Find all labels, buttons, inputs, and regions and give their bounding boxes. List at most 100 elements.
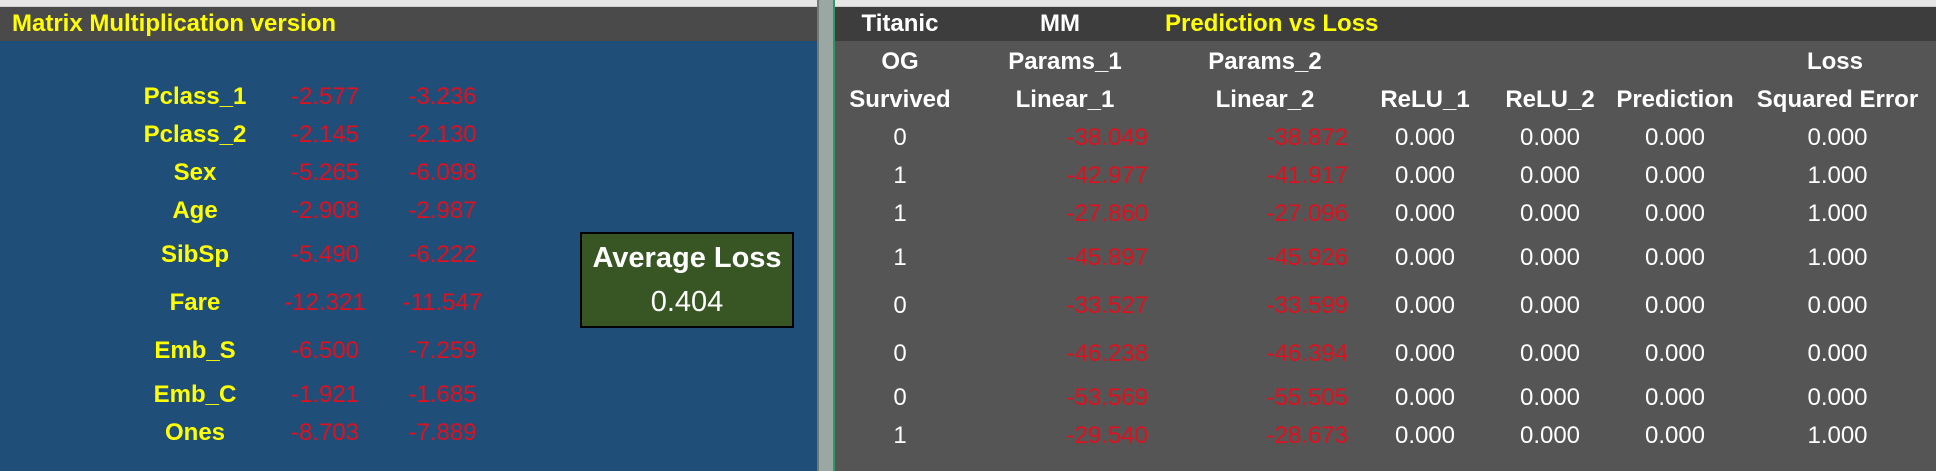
param2-cell[interactable]: -6.098 — [408, 159, 477, 186]
col-header-params2[interactable]: Params_2 — [1208, 48, 1322, 75]
relu2-cell[interactable]: 0.000 — [1519, 292, 1581, 319]
survived-cell[interactable]: 0 — [893, 384, 907, 411]
linear1-cell[interactable]: -38.049 — [1066, 124, 1148, 151]
col-header-params1[interactable]: Params_1 — [1008, 48, 1122, 75]
param1-cell[interactable]: -5.490 — [290, 241, 360, 268]
col-header-linear2[interactable]: Linear_2 — [1215, 86, 1315, 113]
param1-cell[interactable]: -2.577 — [290, 83, 360, 110]
linear2-cell[interactable]: -41.917 — [1266, 162, 1348, 189]
feature-label[interactable]: Pclass_1 — [143, 83, 247, 110]
param2-cell[interactable]: -2.987 — [408, 197, 477, 224]
feature-label[interactable]: Age — [172, 197, 218, 224]
param1-cell[interactable]: -2.145 — [290, 121, 360, 148]
param1-cell[interactable]: -5.265 — [290, 159, 360, 186]
relu1-cell[interactable]: 0.000 — [1394, 384, 1456, 411]
feature-label[interactable]: SibSp — [160, 241, 229, 268]
feature-label[interactable]: Emb_S — [154, 337, 236, 364]
survived-cell[interactable]: 1 — [893, 244, 907, 271]
param1-cell[interactable]: -12.321 — [284, 289, 366, 316]
linear2-cell[interactable]: -55.505 — [1266, 384, 1348, 411]
col-header-prediction[interactable]: Prediction — [1616, 86, 1734, 113]
linear1-cell[interactable]: -33.527 — [1066, 292, 1148, 319]
prediction-cell[interactable]: 0.000 — [1644, 340, 1706, 367]
col-header-relu2[interactable]: ReLU_2 — [1505, 86, 1595, 113]
survived-cell[interactable]: 1 — [893, 162, 907, 189]
loss-cell[interactable]: 0.000 — [1807, 292, 1868, 319]
loss-cell[interactable]: 1.000 — [1807, 244, 1868, 271]
linear2-cell[interactable]: -27.096 — [1266, 200, 1348, 227]
linear2-cell[interactable]: -38.872 — [1266, 124, 1348, 151]
feature-label[interactable]: Pclass_2 — [143, 121, 247, 148]
param2-cell[interactable]: -3.236 — [408, 83, 477, 110]
relu2-cell[interactable]: 0.000 — [1519, 340, 1581, 367]
survived-cell[interactable]: 0 — [893, 124, 907, 151]
param2-cell[interactable]: -2.130 — [408, 121, 477, 148]
linear1-cell[interactable]: -46.238 — [1066, 340, 1148, 367]
relu2-cell[interactable]: 0.000 — [1519, 422, 1581, 449]
param2-cell[interactable]: -11.547 — [402, 289, 483, 316]
loss-cell[interactable]: 0.000 — [1807, 384, 1868, 411]
param2-cell[interactable]: -7.259 — [408, 337, 477, 364]
linear2-cell[interactable]: -46.394 — [1266, 340, 1348, 367]
col-header-og[interactable]: OG — [881, 48, 919, 75]
param1-cell[interactable]: -2.908 — [290, 197, 360, 224]
param1-cell[interactable]: -8.703 — [290, 419, 360, 446]
average-loss-box[interactable]: Average Loss 0.404 — [580, 232, 794, 328]
linear2-cell[interactable]: -33.599 — [1266, 292, 1348, 319]
prediction-cell[interactable]: 0.000 — [1644, 162, 1706, 189]
relu1-cell[interactable]: 0.000 — [1394, 124, 1456, 151]
survived-cell[interactable]: 1 — [893, 422, 907, 449]
prediction-cell[interactable]: 0.000 — [1644, 422, 1706, 449]
pane-split-handle[interactable] — [817, 0, 835, 471]
linear1-cell[interactable]: -27.860 — [1066, 200, 1148, 227]
feature-label[interactable]: Ones — [164, 419, 226, 446]
relu1-cell[interactable]: 0.000 — [1394, 292, 1456, 319]
prediction-cell[interactable]: 0.000 — [1644, 384, 1706, 411]
prediction-cell[interactable]: 0.000 — [1644, 244, 1706, 271]
relu1-cell[interactable]: 0.000 — [1394, 340, 1456, 367]
feature-label[interactable]: Sex — [173, 159, 217, 186]
col-header-survived[interactable]: Survived — [849, 86, 951, 113]
relu2-cell[interactable]: 0.000 — [1519, 124, 1581, 151]
loss-cell[interactable]: 1.000 — [1807, 162, 1868, 189]
linear2-cell[interactable]: -45.926 — [1266, 244, 1348, 271]
relu2-cell[interactable]: 0.000 — [1519, 200, 1581, 227]
loss-cell[interactable]: 0.000 — [1807, 340, 1868, 367]
param2-cell[interactable]: -7.889 — [408, 419, 477, 446]
header-mm[interactable]: MM — [1040, 10, 1080, 37]
col-header-relu1[interactable]: ReLU_1 — [1380, 86, 1470, 113]
relu1-cell[interactable]: 0.000 — [1394, 200, 1456, 227]
linear1-cell[interactable]: -45.897 — [1066, 244, 1148, 271]
feature-label[interactable]: Emb_C — [153, 381, 237, 408]
param2-cell[interactable]: -6.222 — [408, 241, 477, 268]
linear2-cell[interactable]: -28.673 — [1266, 422, 1348, 449]
feature-label[interactable]: Fare — [169, 289, 221, 316]
col-header-linear1[interactable]: Linear_1 — [1015, 86, 1115, 113]
prediction-cell[interactable]: 0.000 — [1644, 124, 1706, 151]
loss-cell[interactable]: 1.000 — [1807, 200, 1868, 227]
average-loss-label: Average Loss — [592, 242, 782, 274]
survived-cell[interactable]: 1 — [893, 200, 907, 227]
header-titanic[interactable]: Titanic — [861, 10, 939, 37]
param1-cell[interactable]: -6.500 — [290, 337, 360, 364]
header-prediction-vs-loss[interactable]: Prediction vs Loss — [1165, 10, 1379, 37]
col-header-loss[interactable]: Loss — [1806, 48, 1863, 75]
relu2-cell[interactable]: 0.000 — [1519, 244, 1581, 271]
relu2-cell[interactable]: 0.000 — [1519, 384, 1581, 411]
relu1-cell[interactable]: 0.000 — [1394, 162, 1456, 189]
relu2-cell[interactable]: 0.000 — [1519, 162, 1581, 189]
loss-cell[interactable]: 1.000 — [1807, 422, 1868, 449]
col-header-squared-error[interactable]: Squared Error — [1756, 86, 1919, 113]
relu1-cell[interactable]: 0.000 — [1394, 244, 1456, 271]
linear1-cell[interactable]: -53.569 — [1066, 384, 1148, 411]
relu1-cell[interactable]: 0.000 — [1394, 422, 1456, 449]
param1-cell[interactable]: -1.921 — [290, 381, 360, 408]
loss-cell[interactable]: 0.000 — [1807, 124, 1868, 151]
prediction-cell[interactable]: 0.000 — [1644, 292, 1706, 319]
survived-cell[interactable]: 0 — [893, 292, 907, 319]
linear1-cell[interactable]: -29.540 — [1066, 422, 1148, 449]
survived-cell[interactable]: 0 — [893, 340, 907, 367]
prediction-cell[interactable]: 0.000 — [1644, 200, 1706, 227]
linear1-cell[interactable]: -42.977 — [1066, 162, 1148, 189]
param2-cell[interactable]: -1.685 — [408, 381, 477, 408]
